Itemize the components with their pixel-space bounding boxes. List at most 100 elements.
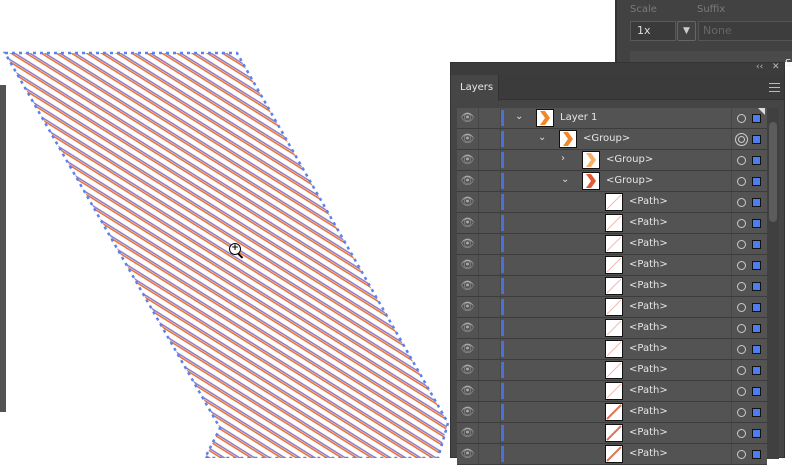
layer-row[interactable]: 👁 <Path> [457, 444, 767, 465]
visibility-eye-icon[interactable]: 👁 [457, 381, 479, 401]
target-circle-icon[interactable] [737, 198, 746, 207]
scale-dropdown-button[interactable]: ▼ [677, 21, 696, 41]
layer-name[interactable]: <Group> [583, 133, 631, 144]
layer-row[interactable]: 👁 <Path> [457, 255, 767, 276]
selection-square-icon[interactable] [752, 345, 761, 354]
selection-square-icon[interactable] [752, 387, 761, 396]
selection-square-icon[interactable] [752, 156, 761, 165]
lock-toggle[interactable] [479, 108, 501, 128]
chevron-down-icon[interactable]: ⌄ [515, 111, 524, 122]
layer-name[interactable]: <Path> [629, 217, 668, 228]
selection-square-icon[interactable] [752, 177, 761, 186]
layer-name[interactable]: <Path> [629, 322, 668, 333]
target-circle-icon[interactable] [737, 408, 746, 417]
lock-toggle[interactable] [479, 297, 501, 317]
selection-square-icon[interactable] [752, 135, 761, 144]
selection-square-icon[interactable] [752, 282, 761, 291]
visibility-eye-icon[interactable]: 👁 [457, 129, 479, 149]
selection-square-icon[interactable] [752, 303, 761, 312]
selection-square-icon[interactable] [752, 261, 761, 270]
layer-row[interactable]: 👁 <Path> [457, 402, 767, 423]
collapse-panel-icon[interactable]: ‹‹ [756, 62, 764, 72]
layer-name[interactable]: Layer 1 [560, 112, 598, 123]
selection-square-icon[interactable] [752, 198, 761, 207]
layer-row[interactable]: 👁 <Path> [457, 234, 767, 255]
lock-toggle[interactable] [479, 339, 501, 359]
layer-row[interactable]: 👁 › <Group> [457, 150, 767, 171]
chevron-down-icon[interactable]: ⌄ [538, 132, 547, 143]
layer-row[interactable]: 👁 <Path> [457, 297, 767, 318]
visibility-eye-icon[interactable]: 👁 [457, 339, 479, 359]
layer-name[interactable]: <Path> [629, 238, 668, 249]
target-circle-icon[interactable] [737, 261, 746, 270]
selection-square-icon[interactable] [752, 114, 761, 123]
lock-toggle[interactable] [479, 234, 501, 254]
layer-row[interactable]: 👁 <Path> [457, 192, 767, 213]
chevron-right-icon[interactable]: › [561, 153, 565, 164]
lock-toggle[interactable] [479, 444, 501, 464]
target-circle-icon[interactable] [737, 345, 746, 354]
striped-chevron-shape[interactable] [2, 51, 450, 458]
visibility-eye-icon[interactable]: 👁 [457, 276, 479, 296]
visibility-eye-icon[interactable]: 👁 [457, 213, 479, 233]
layer-row[interactable]: 👁 ⌄ Layer 1 [457, 108, 767, 129]
lock-toggle[interactable] [479, 318, 501, 338]
layer-name[interactable]: <Path> [629, 364, 668, 375]
selection-square-icon[interactable] [752, 408, 761, 417]
layer-name[interactable]: <Path> [629, 343, 668, 354]
visibility-eye-icon[interactable]: 👁 [457, 108, 479, 128]
layer-name[interactable]: <Path> [629, 427, 668, 438]
visibility-eye-icon[interactable]: 👁 [457, 150, 479, 170]
target-circle-icon[interactable] [737, 324, 746, 333]
layer-row[interactable]: 👁 <Path> [457, 381, 767, 402]
scale-input[interactable]: 1x [630, 21, 676, 41]
selection-square-icon[interactable] [752, 240, 761, 249]
layer-name[interactable]: <Path> [629, 280, 668, 291]
lock-toggle[interactable] [479, 276, 501, 296]
target-circle-icon[interactable] [737, 156, 746, 165]
layer-row[interactable]: 👁 ⌄ <Group> [457, 171, 767, 192]
tab-layers[interactable]: Layers [451, 75, 499, 101]
layer-row[interactable]: 👁 <Path> [457, 339, 767, 360]
layer-row[interactable]: 👁 <Path> [457, 213, 767, 234]
selection-square-icon[interactable] [752, 324, 761, 333]
panel-menu-icon[interactable] [769, 83, 780, 92]
visibility-eye-icon[interactable]: 👁 [457, 402, 479, 422]
layer-row[interactable]: 👁 <Path> [457, 318, 767, 339]
target-circle-icon[interactable] [737, 219, 746, 228]
target-circle-icon[interactable] [735, 133, 748, 146]
layer-name[interactable]: <Path> [629, 196, 668, 207]
layer-row[interactable]: 👁 <Path> [457, 276, 767, 297]
visibility-eye-icon[interactable]: 👁 [457, 234, 479, 254]
visibility-eye-icon[interactable]: 👁 [457, 255, 479, 275]
layer-name[interactable]: <Path> [629, 448, 668, 459]
visibility-eye-icon[interactable]: 👁 [457, 423, 479, 443]
suffix-input[interactable]: None [698, 21, 792, 41]
target-circle-icon[interactable] [737, 177, 746, 186]
scrollbar-thumb[interactable] [769, 122, 777, 222]
layer-name[interactable]: <Path> [629, 301, 668, 312]
lock-toggle[interactable] [479, 423, 501, 443]
lock-toggle[interactable] [479, 381, 501, 401]
visibility-eye-icon[interactable]: 👁 [457, 360, 479, 380]
visibility-eye-icon[interactable]: 👁 [457, 297, 479, 317]
selection-square-icon[interactable] [752, 366, 761, 375]
target-circle-icon[interactable] [737, 429, 746, 438]
layer-name[interactable]: <Path> [629, 385, 668, 396]
visibility-eye-icon[interactable]: 👁 [457, 318, 479, 338]
target-circle-icon[interactable] [737, 366, 746, 375]
visibility-eye-icon[interactable]: 👁 [457, 171, 479, 191]
lock-toggle[interactable] [479, 360, 501, 380]
layer-name[interactable]: <Path> [629, 406, 668, 417]
target-circle-icon[interactable] [737, 282, 746, 291]
close-panel-icon[interactable]: ✕ [772, 62, 780, 72]
selection-square-icon[interactable] [752, 219, 761, 228]
layer-row[interactable]: 👁 <Path> [457, 423, 767, 444]
selection-square-icon[interactable] [752, 429, 761, 438]
chevron-down-icon[interactable]: ⌄ [561, 174, 570, 185]
lock-toggle[interactable] [479, 171, 501, 191]
layers-scrollbar[interactable] [767, 108, 779, 459]
lock-toggle[interactable] [479, 213, 501, 233]
layer-row[interactable]: 👁 ⌄ <Group> [457, 129, 767, 150]
